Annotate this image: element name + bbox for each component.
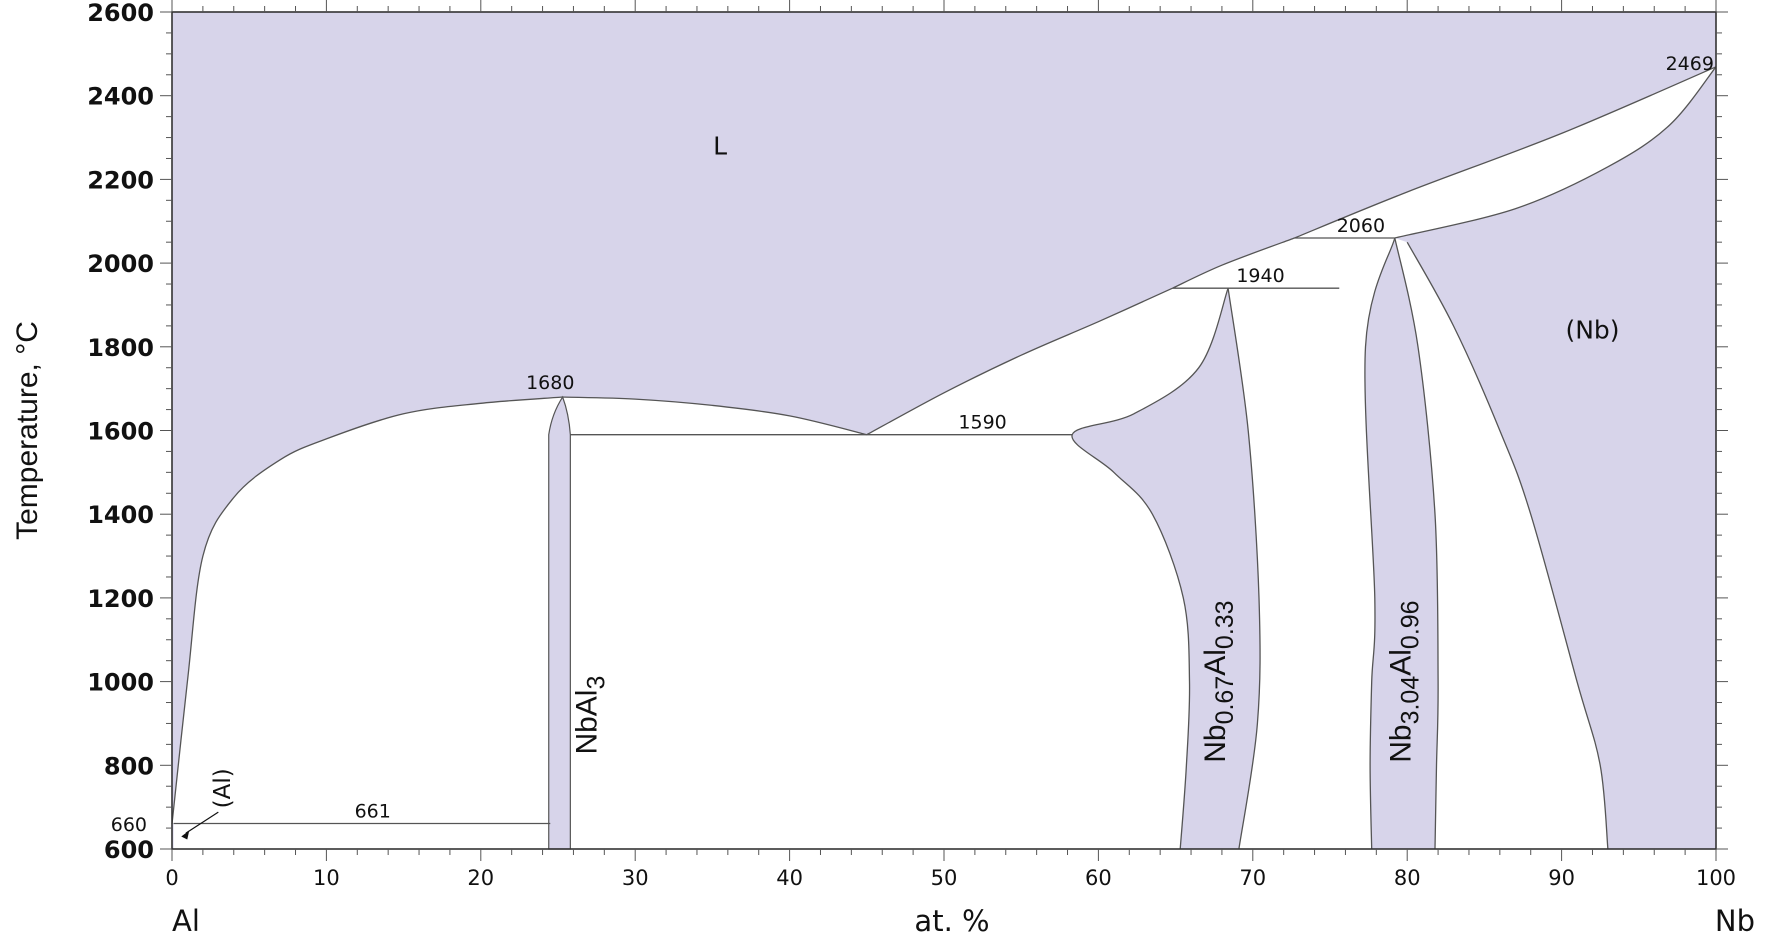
a15-phase-label-text: Al xyxy=(1384,649,1417,676)
a15-left-line xyxy=(1364,237,1396,850)
solidus-2060-Nb-line xyxy=(1394,66,1717,239)
a15-phase-label-subscript: 0.96 xyxy=(1396,600,1424,649)
y-tick-label: 2400 xyxy=(87,83,154,111)
al-solid-leader-arrow xyxy=(181,830,190,840)
x-tick-label: 80 xyxy=(1394,866,1421,890)
invariant-label-660: 660 xyxy=(111,814,147,836)
axes-layer: 6008001000120014001600180020002200240026… xyxy=(87,0,1736,890)
nb-solid-solution-region xyxy=(1394,66,1716,850)
y-tick-label: 1600 xyxy=(87,418,154,446)
liquidus-al-nbal3-line xyxy=(171,396,563,824)
x-tick-label: 50 xyxy=(931,866,958,890)
x-tick-label: 60 xyxy=(1085,866,1112,890)
sigma-phase-label: Nb0.67Al0.33 xyxy=(1199,600,1239,762)
invariant-label-1680: 1680 xyxy=(526,372,574,394)
al-solid-leader-line xyxy=(185,811,219,834)
sigma-phase-label-subscript: 0.33 xyxy=(1211,600,1239,649)
liquid-region xyxy=(172,12,1716,824)
al-solid-label: (Al) xyxy=(210,768,236,808)
sigma-phase-label-text: Nb xyxy=(1199,724,1232,762)
sigma-right-line xyxy=(1227,288,1261,850)
y-tick-label: 600 xyxy=(104,836,154,864)
y-tick-label: 800 xyxy=(104,752,154,780)
invariant-label-661: 661 xyxy=(355,800,391,822)
sigma-phase-label-subscript: 0.67 xyxy=(1211,676,1239,725)
y-tick-label: 1200 xyxy=(87,585,154,613)
sigma-phase-label-text: Al xyxy=(1199,649,1232,676)
invariant-label-1590: 1590 xyxy=(958,412,1006,434)
a15-right-line xyxy=(1394,237,1439,850)
liquidus-nbal3-eut-line xyxy=(562,396,867,436)
liquidus-eut-1940-line xyxy=(866,287,1173,436)
x-tick-label: 0 xyxy=(165,866,178,890)
liquidus-1940-2060-line xyxy=(1172,237,1295,289)
y-tick-label: 1400 xyxy=(87,501,154,529)
x-tick-label: 40 xyxy=(776,866,803,890)
y-tick-label: 2000 xyxy=(87,250,154,278)
y-tick-label: 2600 xyxy=(87,0,154,27)
x-tick-label: 90 xyxy=(1548,866,1575,890)
x-tick-label: 100 xyxy=(1696,866,1736,890)
a15-phase-label-subscript: 3.04 xyxy=(1396,676,1424,725)
nbal3-label-text: NbAl xyxy=(571,690,604,755)
label-layer: Temperature, °Cat. %Al Nb2469206019401680… xyxy=(11,53,1755,938)
invariant-label-1940: 1940 xyxy=(1236,265,1284,287)
a15-phase-region xyxy=(1364,238,1439,849)
x-left-element-label: Al xyxy=(172,904,200,938)
nb-solvus-line xyxy=(1406,241,1609,850)
sigma-left-line xyxy=(1071,287,1229,850)
y-axis-title: Temperature, °C xyxy=(11,321,44,540)
invariant-label-2469: 2469 xyxy=(1666,53,1714,75)
nbal3-label: NbAl3 xyxy=(571,676,611,755)
liquid-label: L xyxy=(713,131,727,160)
phase-fill-layer xyxy=(172,12,1716,850)
x-tick-label: 30 xyxy=(622,866,649,890)
invariant-label-2060: 2060 xyxy=(1337,215,1385,237)
x-tick-label: 20 xyxy=(467,866,494,890)
y-tick-label: 2200 xyxy=(87,166,154,194)
x-axis-title: at. % xyxy=(914,904,989,938)
x-tick-label: 70 xyxy=(1239,866,1266,890)
a15-phase-label-text: Nb xyxy=(1384,724,1417,762)
y-tick-label: 1800 xyxy=(87,334,154,362)
y-tick-label: 1000 xyxy=(87,669,154,697)
nbal3-phase-region xyxy=(548,395,571,850)
sigma-phase-region xyxy=(1071,288,1261,849)
boundary-line-layer xyxy=(171,66,1717,850)
liquidus-2060-Nb-line xyxy=(1294,66,1717,239)
x-tick-label: 10 xyxy=(313,866,340,890)
a15-phase-label: Nb3.04Al0.96 xyxy=(1384,600,1424,762)
nb-solid-label: (Nb) xyxy=(1565,315,1619,344)
nbal3-label-subscript: 3 xyxy=(583,676,611,690)
x-right-element-label: Nb xyxy=(1715,904,1755,938)
